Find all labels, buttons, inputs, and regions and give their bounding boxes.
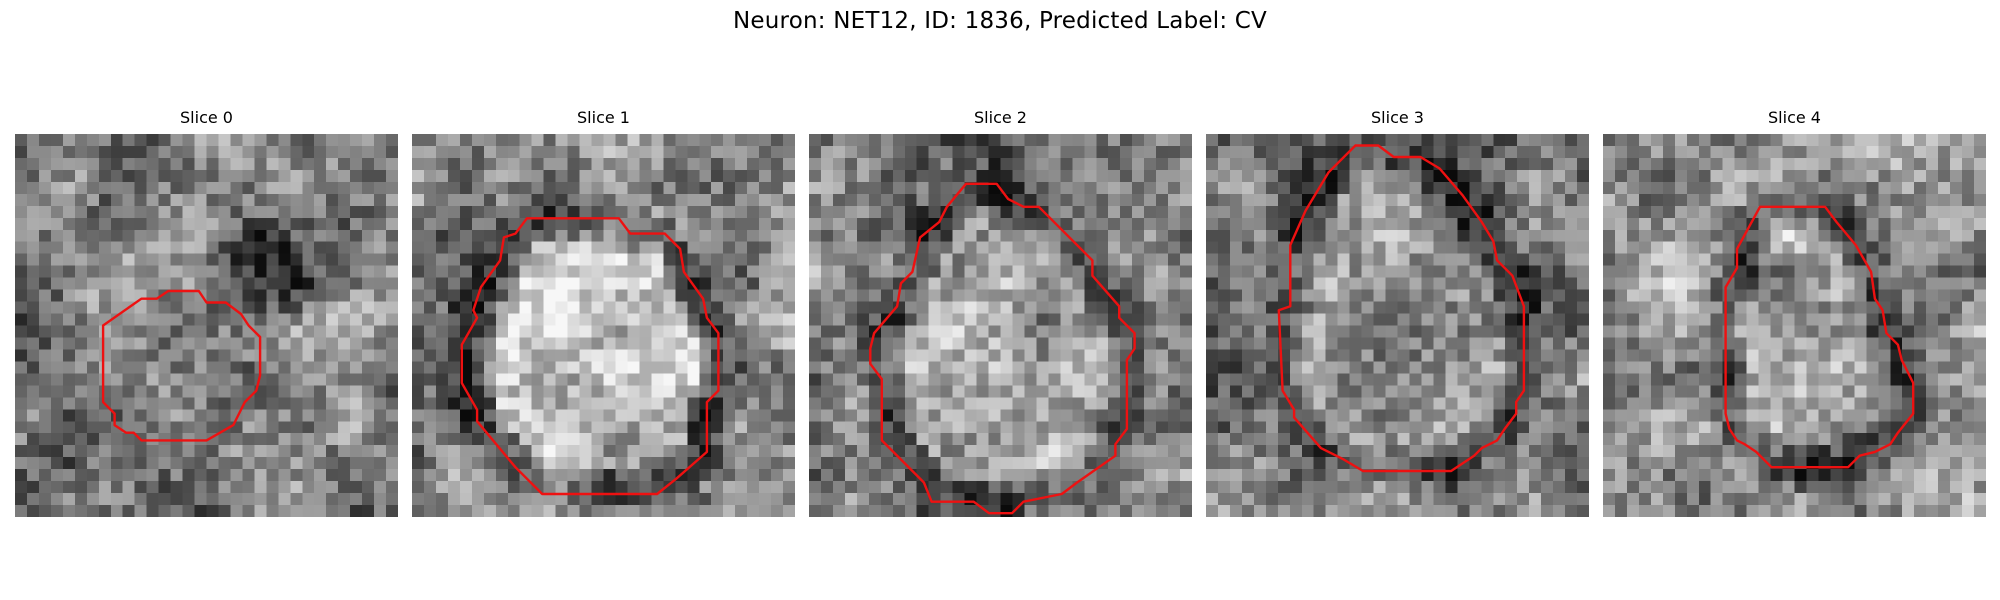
figure-title: Neuron: NET12, ID: 1836, Predicted Label… (733, 8, 1267, 34)
slice-image-2 (809, 134, 1192, 517)
slice-image-4 (1603, 134, 1986, 517)
slice-title-2: Slice 2 (974, 108, 1027, 127)
slice-image-1 (412, 134, 795, 517)
pixel-grid (1206, 134, 1589, 517)
segmentation-outline (460, 217, 720, 496)
slice-title-3: Slice 3 (1371, 108, 1424, 127)
segmentation-outline (101, 289, 262, 442)
pixel-grid (1603, 134, 1986, 517)
slice-image-0 (15, 134, 398, 517)
pixel-grid (412, 134, 795, 517)
pixel-grid (809, 134, 1192, 517)
segmentation-outline (1724, 205, 1915, 469)
slice-title-0: Slice 0 (180, 108, 233, 127)
slice-title-4: Slice 4 (1768, 108, 1821, 127)
segmentation-outline (869, 182, 1136, 515)
slice-title-1: Slice 1 (577, 108, 630, 127)
pixel-grid (15, 134, 398, 517)
segmentation-outline (1277, 144, 1526, 473)
slice-image-3 (1206, 134, 1589, 517)
